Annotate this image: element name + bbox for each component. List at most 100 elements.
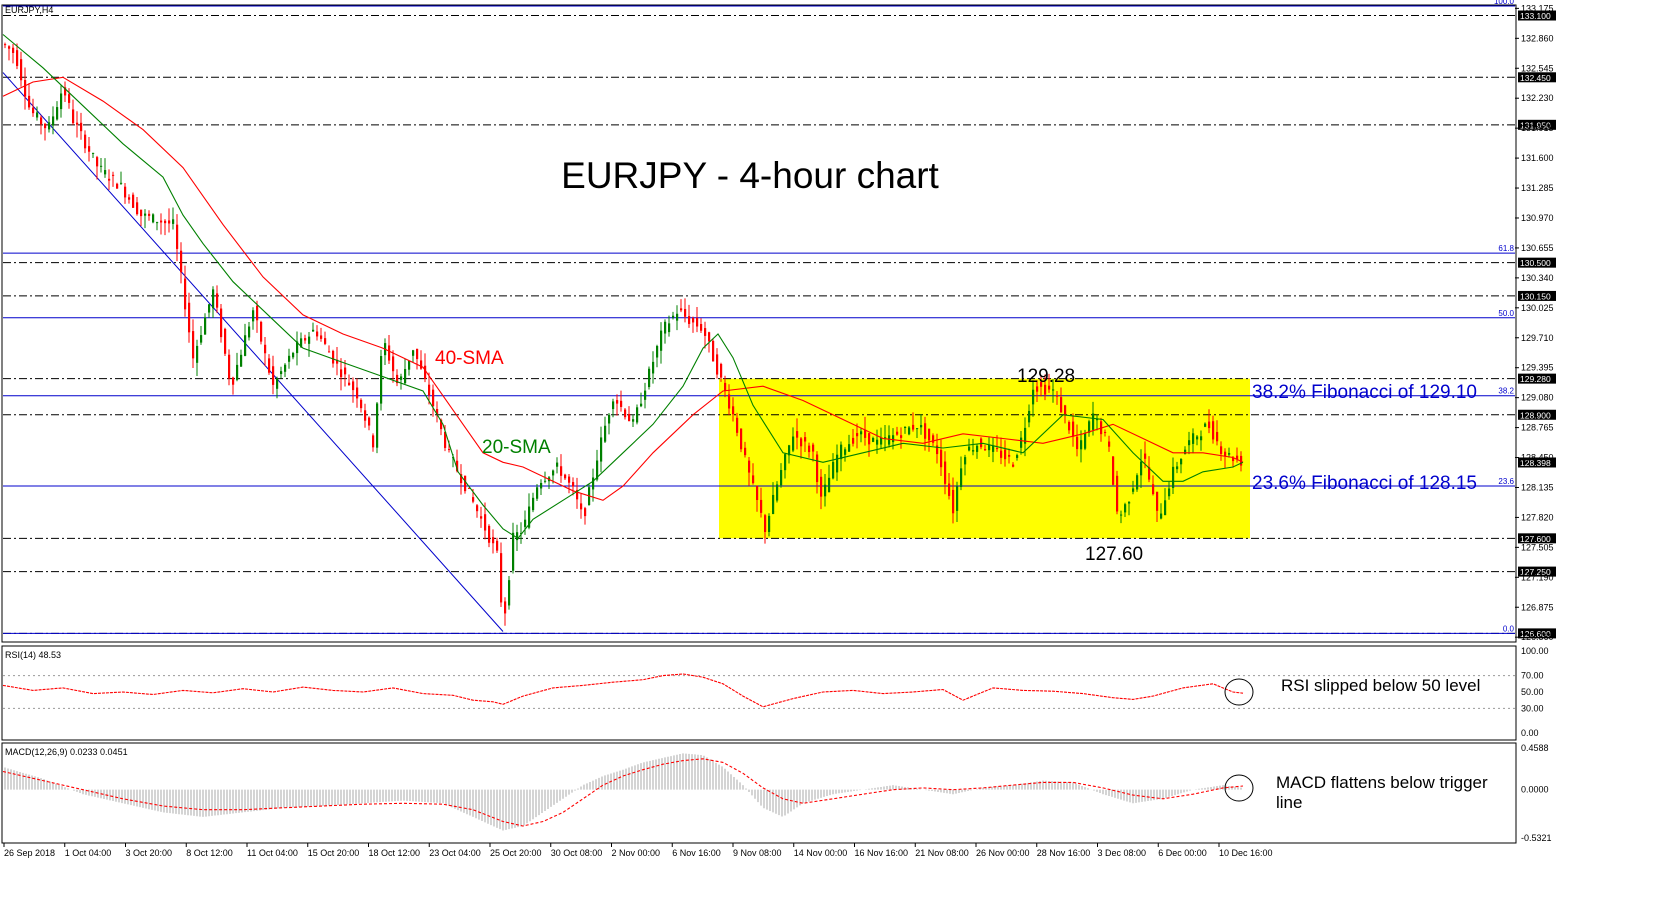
candle-body <box>408 360 411 370</box>
candle-body <box>1096 418 1099 421</box>
key-level-tag <box>1518 628 1556 639</box>
key-level-tag <box>1518 409 1556 420</box>
key-level-tag <box>1518 533 1556 544</box>
date-label: 10 Dec 16:00 <box>1219 848 1273 858</box>
candle-body <box>528 506 531 528</box>
candle-body <box>1036 386 1039 392</box>
candle-body <box>124 186 127 198</box>
candle-body <box>1216 431 1219 442</box>
candle-body <box>880 437 883 445</box>
candle-body <box>976 445 979 452</box>
candle-body <box>1180 458 1183 465</box>
candle-body <box>152 214 155 223</box>
price-tick-label: 131.600 <box>1521 153 1554 163</box>
candle-body <box>624 409 627 418</box>
trendline <box>2 72 504 632</box>
candle-body <box>344 367 347 375</box>
candle-body <box>196 345 199 363</box>
candle-body <box>1184 449 1187 455</box>
fib382-annotation: 38.2% Fibonacci of 129.10 <box>1252 382 1477 403</box>
candle-body <box>308 336 311 344</box>
candle-body <box>816 454 819 483</box>
date-label: 26 Sep 2018 <box>4 848 55 858</box>
candle-body <box>1056 395 1059 397</box>
candle-body <box>1148 467 1151 480</box>
candle-body <box>52 116 55 126</box>
candle-body <box>544 480 547 482</box>
candle-body <box>116 183 119 189</box>
candle-body <box>80 122 83 132</box>
candle-body <box>1208 421 1211 429</box>
candle-body <box>852 437 855 444</box>
candle-body <box>176 224 179 249</box>
candle-body <box>132 194 135 208</box>
candle-body <box>388 345 391 361</box>
candle-body <box>1004 449 1007 460</box>
sma40-annotation: 40-SMA <box>435 348 504 369</box>
price-tick-label: 127.505 <box>1521 542 1554 552</box>
key-level-label: 127.250 <box>1520 567 1551 577</box>
candle-body <box>392 356 395 372</box>
candle-body <box>228 354 231 379</box>
candle-body <box>1240 455 1243 466</box>
low-annotation: 127.60 <box>1085 544 1143 565</box>
candle-body <box>640 403 643 407</box>
candle-body <box>668 323 671 333</box>
candle-body <box>444 431 447 448</box>
candle-body <box>652 361 655 374</box>
candle-body <box>320 335 323 339</box>
candle-body <box>148 213 151 216</box>
macd-annotation-line1: MACD flattens below trigger <box>1276 773 1488 792</box>
price-tick-label: 129.710 <box>1521 333 1554 343</box>
candle-body <box>20 59 23 81</box>
candle-body <box>68 94 71 103</box>
candle-body <box>180 250 183 273</box>
candle-body <box>300 338 303 347</box>
candle-body <box>232 377 235 385</box>
price-tick-label: 126.875 <box>1521 602 1554 612</box>
candle-body <box>472 497 475 502</box>
candle-body <box>572 482 575 487</box>
candle-body <box>840 444 843 460</box>
candle-body <box>884 437 887 439</box>
candle-body <box>996 448 999 450</box>
candle-body <box>792 436 795 451</box>
date-label: 30 Oct 08:00 <box>551 848 603 858</box>
candle-body <box>188 302 191 333</box>
candle-body <box>680 308 683 311</box>
candle-body <box>804 437 807 442</box>
candle-body <box>92 152 95 154</box>
candle-body <box>324 338 327 344</box>
candle-body <box>692 317 695 323</box>
price-tick-label: 133.175 <box>1521 3 1554 13</box>
candle-body <box>812 444 815 452</box>
candle-body <box>632 419 635 422</box>
candle-body <box>268 358 271 373</box>
price-tick-label: 127.820 <box>1521 512 1554 522</box>
candle-body <box>1172 466 1175 489</box>
candle-body <box>304 338 307 341</box>
key-level-label: 130.150 <box>1520 291 1551 301</box>
candle-body <box>36 112 39 118</box>
fib-label: 23.6 <box>1498 477 1514 486</box>
candle-body <box>500 553 503 603</box>
candle-body <box>556 462 559 467</box>
candle-body <box>944 461 947 484</box>
candle-body <box>1156 491 1159 511</box>
candle-body <box>848 444 851 452</box>
candle-body <box>1080 440 1083 450</box>
candle-body <box>44 123 47 129</box>
macd-label: MACD(12,26,9) 0.0233 0.0451 <box>5 747 128 757</box>
candle-body <box>424 365 427 380</box>
macd-highlight-circle <box>1224 774 1254 802</box>
candle-body <box>912 424 915 430</box>
candle-body <box>332 350 335 364</box>
key-level-tag <box>1518 10 1556 21</box>
price-tick-label: 131.915 <box>1521 123 1554 133</box>
candle-body <box>580 503 583 510</box>
candle-body <box>524 519 527 527</box>
candle-body <box>160 220 163 223</box>
price-tick-label: 128.450 <box>1521 453 1554 463</box>
candle-body <box>988 444 991 451</box>
macd-tick-label: 0.0000 <box>1521 785 1549 795</box>
